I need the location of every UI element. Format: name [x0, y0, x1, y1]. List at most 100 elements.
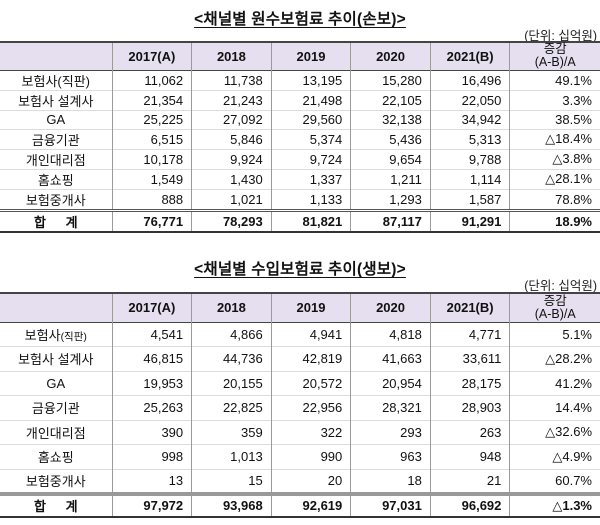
cell-change: △18.4% [509, 129, 600, 150]
cell-2020: 4,818 [350, 322, 431, 347]
total-row: 합 계 76,771 78,293 81,821 87,117 91,291 1… [0, 210, 600, 232]
row-label: 개인대리점 [25, 152, 86, 168]
table-row: 홈쇼핑 1,549 1,430 1,337 1,211 1,114 △28.1% [0, 169, 600, 190]
cell-change: 78.8% [509, 189, 600, 211]
total-label: 합 계 [34, 214, 86, 230]
row-label: 보험중개사 [25, 474, 86, 489]
cell-2017: 10,178 [111, 149, 192, 170]
total-2019: 92,619 [270, 493, 351, 517]
table1-header-row: 2017(A) 2018 2019 2020 2021(B) 증감 (A-B)/… [0, 42, 600, 70]
cell-2019: 20,572 [270, 371, 351, 396]
table-row: 보험중개사 13 15 20 18 21 60.7% [0, 469, 600, 494]
row-label: 개인대리점 [25, 425, 86, 441]
row-label: GA [46, 112, 66, 128]
cell-2019: 1,337 [270, 169, 351, 190]
table-row: 보험중개사 888 1,021 1,133 1,293 1,587 78.8% [0, 189, 600, 211]
cell-change: △3.8% [509, 149, 600, 170]
cell-2017: 21,354 [111, 90, 192, 110]
table-row: 보험사(직판) 4,541 4,866 4,941 4,818 4,771 5.… [0, 322, 600, 347]
cell-2017: 888 [111, 189, 192, 211]
cell-2020: 41,663 [350, 346, 431, 371]
cell-2019: 1,133 [270, 189, 351, 211]
cell-2021: 4,771 [429, 322, 510, 347]
cell-2018: 9,924 [191, 149, 272, 170]
cell-2017: 998 [111, 444, 192, 469]
cell-2019: 21,498 [270, 90, 351, 110]
cell-change: 49.1% [509, 70, 600, 90]
cell-2021: 34,942 [429, 110, 510, 130]
total-label: 합 계 [34, 499, 86, 514]
cell-change: 5.1% [509, 322, 600, 347]
row-label: 보험중개사 [25, 192, 86, 208]
row-label: 금융기관 [31, 401, 80, 417]
cell-2020: 1,211 [350, 169, 431, 190]
total-2021: 96,692 [429, 493, 510, 517]
header-change: 증감 (A-B)/A [509, 293, 600, 322]
cell-2020: 1,293 [350, 189, 431, 211]
cell-change: 41.2% [509, 371, 600, 396]
table1-unit: (단위: 십억원) [524, 29, 597, 43]
table-row: 개인대리점 10,178 9,924 9,724 9,654 9,788 △3.… [0, 149, 600, 170]
total-2019: 81,821 [270, 210, 351, 232]
table2-unit: (단위: 십억원) [524, 279, 597, 293]
header-2019: 2019 [270, 42, 351, 70]
cell-2021: 263 [429, 420, 510, 445]
header-2021: 2021(B) [429, 42, 510, 70]
cell-2018: 21,243 [191, 90, 272, 110]
row-label: 보험사(직판) [21, 73, 91, 89]
cell-2018: 359 [191, 420, 272, 445]
cell-2021: 28,175 [429, 371, 510, 396]
total-change: 18.9% [509, 210, 600, 232]
total-2020: 87,117 [350, 210, 431, 232]
row-label: GA [46, 375, 66, 391]
cell-2017: 390 [111, 420, 192, 445]
cell-2020: 32,138 [350, 110, 431, 130]
cell-2019: 4,941 [270, 322, 351, 347]
cell-2020: 5,436 [350, 129, 431, 150]
cell-2017: 25,225 [111, 110, 192, 130]
cell-2018: 22,825 [191, 395, 272, 420]
cell-2018: 5,846 [191, 129, 272, 150]
total-row: 합 계 97,972 93,968 92,619 97,031 96,692 △… [0, 493, 600, 517]
total-2020: 97,031 [350, 493, 431, 517]
cell-2021: 33,611 [429, 346, 510, 371]
cell-2018: 15 [191, 469, 272, 494]
cell-2021: 21 [429, 469, 510, 494]
table-row: GA 25,225 27,092 29,560 32,138 34,942 38… [0, 110, 600, 130]
row-label: 홈쇼핑 [37, 450, 74, 466]
cell-2018: 1,021 [191, 189, 272, 211]
cell-2021: 948 [429, 444, 510, 469]
cell-2020: 18 [350, 469, 431, 494]
total-2017: 97,972 [111, 493, 192, 517]
cell-2021: 1,114 [429, 169, 510, 190]
cell-2021: 9,788 [429, 149, 510, 170]
cell-2017: 1,549 [111, 169, 192, 190]
row-label: 홈쇼핑 [37, 172, 74, 188]
cell-2019: 29,560 [270, 110, 351, 130]
row-label: 금융기관 [31, 132, 80, 148]
cell-2019: 20 [270, 469, 351, 494]
cell-change: △28.1% [509, 169, 600, 190]
cell-2018: 44,736 [191, 346, 272, 371]
cell-2021: 16,496 [429, 70, 510, 90]
total-2018: 93,968 [191, 493, 272, 517]
cell-2017: 46,815 [111, 346, 192, 371]
cell-2018: 1,013 [191, 444, 272, 469]
cell-2017: 25,263 [111, 395, 192, 420]
cell-2019: 9,724 [270, 149, 351, 170]
cell-2017: 6,515 [111, 129, 192, 150]
cell-2021: 28,903 [429, 395, 510, 420]
table-row: 금융기관 25,263 22,825 22,956 28,321 28,903 … [0, 395, 600, 420]
total-2018: 78,293 [191, 210, 272, 232]
header-2021: 2021(B) [429, 293, 510, 322]
cell-2018: 20,155 [191, 371, 272, 396]
header-2017: 2017(A) [111, 293, 192, 322]
cell-2018: 11,738 [191, 70, 272, 90]
cell-2017: 13 [111, 469, 192, 494]
row-label: 보험사 설계사 [18, 352, 94, 368]
header-2019: 2019 [270, 293, 351, 322]
header-blank [0, 293, 113, 322]
cell-change: 14.4% [509, 395, 600, 420]
header-2017: 2017(A) [111, 42, 192, 70]
table1-title: <채널별 원수보험료 추이(손보)> [194, 11, 406, 28]
